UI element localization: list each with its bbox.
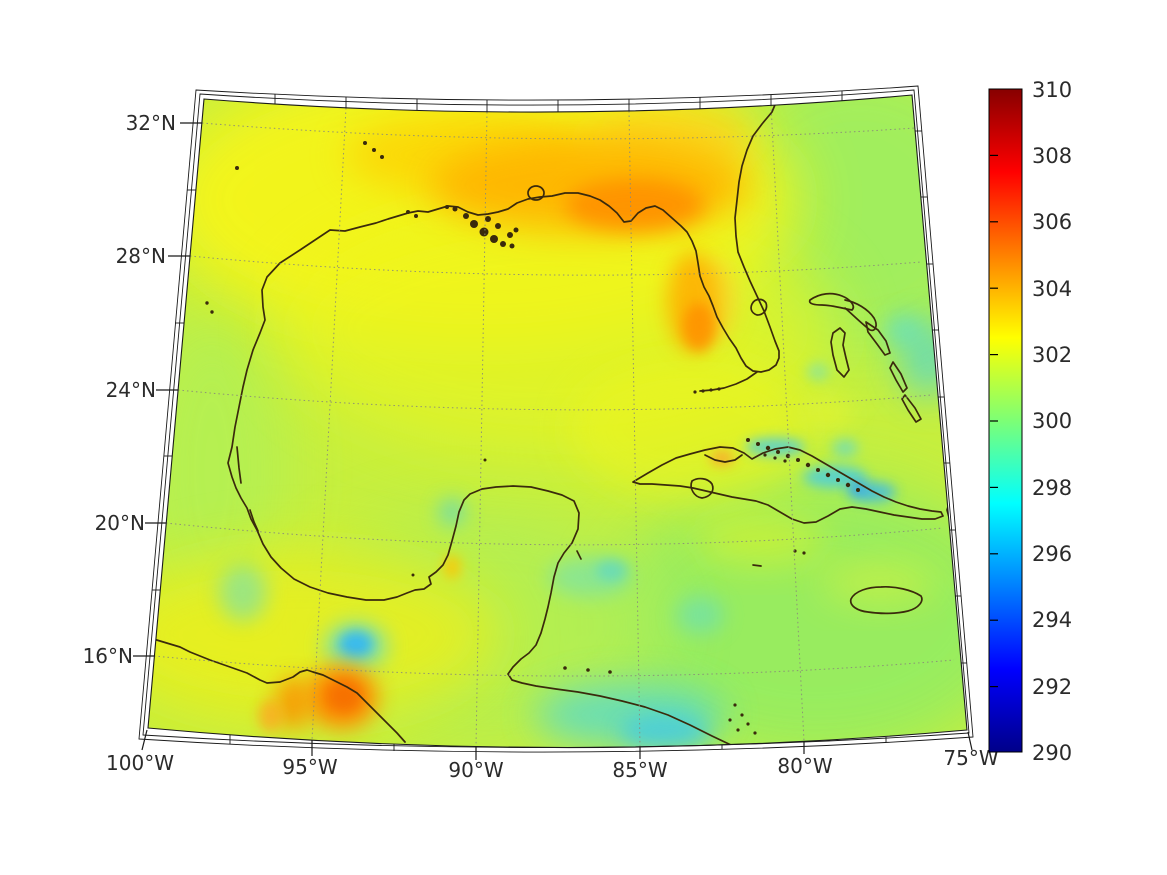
coastlines bbox=[149, 95, 967, 748]
lat-label-24n: 24°N bbox=[106, 378, 156, 402]
colorbar-label-306: 306 bbox=[1032, 210, 1072, 234]
colorbar-label-298: 298 bbox=[1032, 476, 1072, 500]
lon-axis-labels: 100°W 95°W 90°W 85°W 80°W 75°W bbox=[106, 746, 999, 782]
lat-label-16n: 16°N bbox=[83, 644, 133, 668]
lon-label-95w: 95°W bbox=[282, 755, 337, 779]
coast-pacific bbox=[149, 637, 406, 743]
colorbar: 310 308 306 304 302 300 298 296 294 292 … bbox=[988, 78, 1072, 765]
coast-isle-of-youth bbox=[690, 477, 714, 499]
lat-label-28n: 28°N bbox=[116, 244, 166, 268]
colorbar-label-304: 304 bbox=[1032, 277, 1072, 301]
colorbar-label-300: 300 bbox=[1032, 409, 1072, 433]
lake-okeechobee bbox=[750, 298, 768, 316]
colorbar-label-292: 292 bbox=[1032, 675, 1072, 699]
colorbar-labels: 310 308 306 304 302 300 298 296 294 292 … bbox=[1032, 78, 1072, 765]
lon-label-80w: 80°W bbox=[777, 754, 832, 778]
colorbar-label-294: 294 bbox=[1032, 608, 1072, 632]
colorbar-label-290: 290 bbox=[1032, 741, 1072, 765]
lon-label-85w: 85°W bbox=[612, 758, 667, 782]
colorbar-label-308: 308 bbox=[1032, 144, 1072, 168]
colorbar-label-310: 310 bbox=[1032, 78, 1072, 102]
gridline-95w bbox=[311, 107, 347, 741]
lat-axis-labels: 32°N 28°N 24°N 20°N 16°N bbox=[83, 111, 176, 668]
coast-jamaica bbox=[849, 586, 923, 615]
islands-and-marshes bbox=[205, 141, 860, 735]
temperature-field bbox=[148, 95, 967, 748]
gridline-32n bbox=[201, 122, 916, 140]
lon-label-90w: 90°W bbox=[448, 758, 503, 782]
colorbar-label-302: 302 bbox=[1032, 343, 1072, 367]
coast-mainland bbox=[227, 95, 780, 748]
coast-cuba bbox=[632, 446, 944, 524]
lon-label-100w: 100°W bbox=[106, 751, 174, 775]
lat-label-20n: 20°N bbox=[95, 511, 145, 535]
map-boundary bbox=[147, 94, 968, 749]
gridline-24n bbox=[177, 389, 933, 411]
lat-label-32n: 32°N bbox=[126, 111, 176, 135]
colorbar-ticks bbox=[990, 154, 998, 688]
gridlines bbox=[153, 104, 955, 748]
map-frame bbox=[133, 85, 974, 760]
colorbar-label-296: 296 bbox=[1032, 542, 1072, 566]
